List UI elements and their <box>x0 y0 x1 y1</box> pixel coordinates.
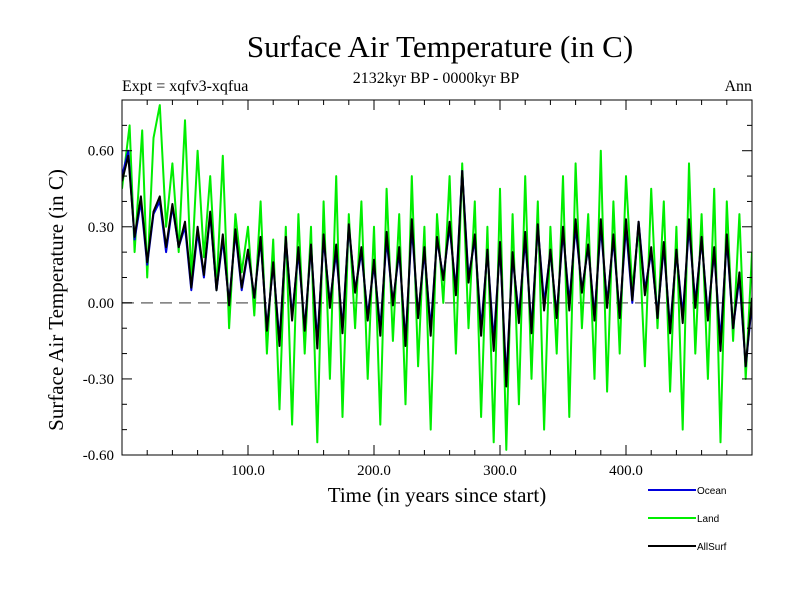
axes-layer: 100.0 200.0 300.0 400.0 -0.60 -0.30 0.00 0.30 0.… <box>83 99 753 479</box>
series-layer <box>122 104 752 451</box>
y-tick-label: -0.30 <box>83 372 114 388</box>
x-tick-label: 400.0 <box>609 463 643 479</box>
series-line-land <box>122 104 752 451</box>
chart-title: Surface Air Temperature (in C) <box>247 29 633 64</box>
legend: Ocean Land AllSurf <box>648 486 727 553</box>
x-tick-label: 300.0 <box>483 463 517 479</box>
x-tick-label: 100.0 <box>231 463 265 479</box>
series-line-allsurf <box>122 154 752 388</box>
series-line-ocean <box>122 149 752 380</box>
legend-label-land: Land <box>697 514 719 525</box>
x-axis-label: Time (in years since start) <box>328 483 547 507</box>
period-label: 2132kyr BP - 0000kyr BP <box>353 70 520 87</box>
y-tick-label: 0.30 <box>88 220 114 236</box>
y-axis-label: Surface Air Temperature (in C) <box>44 169 68 431</box>
experiment-label: Expt = xqfv3-xqfua <box>122 78 248 95</box>
legend-label-allsurf: AllSurf <box>697 542 727 553</box>
y-tick-label: 0.60 <box>88 144 114 160</box>
season-label: Ann <box>724 78 752 95</box>
y-tick-label: -0.60 <box>83 448 114 464</box>
x-tick-label: 200.0 <box>357 463 391 479</box>
y-tick-label: 0.00 <box>88 296 114 312</box>
legend-label-ocean: Ocean <box>697 486 726 497</box>
